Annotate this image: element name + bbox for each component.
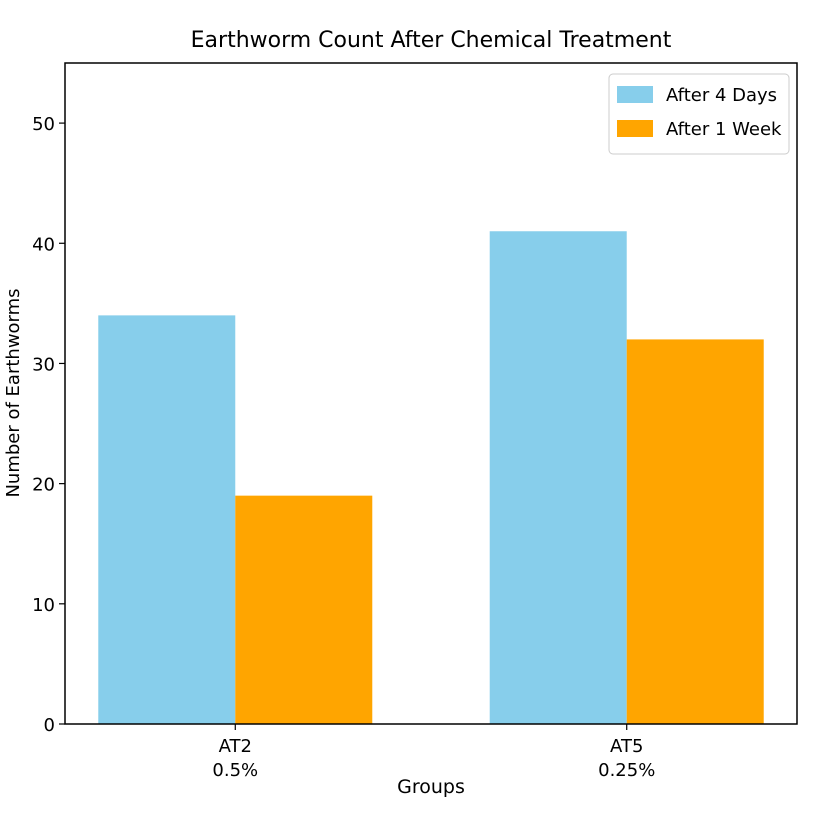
legend-swatch bbox=[617, 120, 653, 137]
bar-after-4-days-0 bbox=[98, 315, 236, 724]
y-tick-label: 0 bbox=[44, 715, 55, 736]
legend-label: After 1 Week bbox=[666, 119, 782, 140]
chart-title: Earthworm Count After Chemical Treatment bbox=[191, 28, 672, 53]
legend-label: After 4 Days bbox=[666, 85, 777, 106]
legend-box bbox=[608, 73, 790, 155]
y-tick-label: 50 bbox=[32, 114, 55, 135]
x-axis-label: Groups bbox=[397, 776, 465, 798]
y-tick-label: 10 bbox=[32, 595, 55, 616]
legend: After 4 Days After 1 Week bbox=[608, 73, 790, 155]
x-tick-label: AT5 0.25% bbox=[598, 736, 655, 781]
y-tick-label: 20 bbox=[32, 475, 55, 496]
bar-after-4-days-1 bbox=[489, 231, 627, 724]
y-tick-label: 40 bbox=[32, 234, 55, 255]
legend-swatch bbox=[617, 86, 653, 103]
bar-after-1-week-0 bbox=[235, 495, 373, 724]
y-axis-label: Number of Earthworms bbox=[3, 288, 24, 497]
plot-frame bbox=[64, 62, 798, 725]
x-tick-label: AT2 0.5% bbox=[212, 736, 258, 781]
bar-after-1-week-1 bbox=[626, 339, 764, 724]
y-tick-label: 30 bbox=[32, 354, 55, 375]
